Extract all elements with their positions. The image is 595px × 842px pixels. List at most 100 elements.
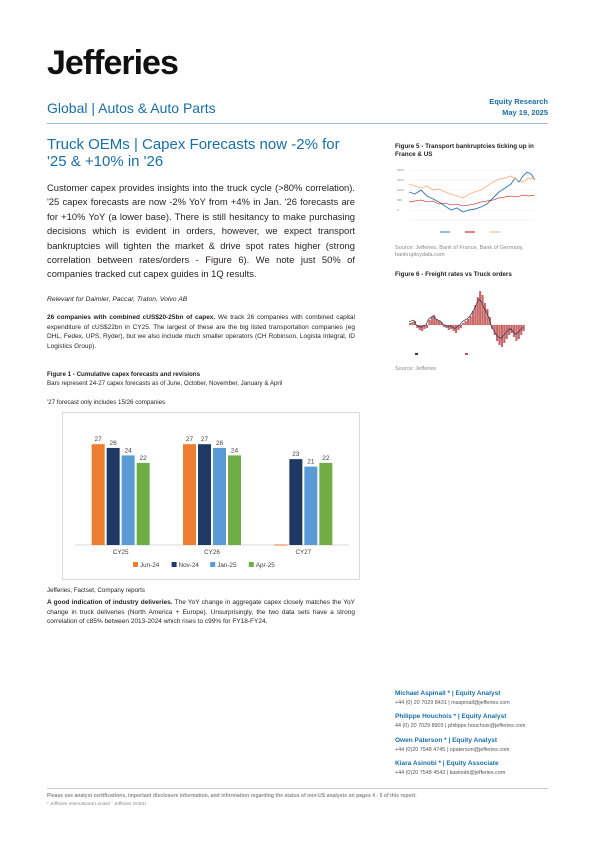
freight-vs-orders-chart xyxy=(408,291,525,355)
bar-data-label: 22 xyxy=(322,455,330,462)
orders-bar xyxy=(423,325,426,329)
bar-data-label: 21 xyxy=(307,459,315,466)
orders-bar xyxy=(498,325,501,345)
orders-bar xyxy=(418,325,421,330)
bar xyxy=(228,455,241,545)
orders-bar xyxy=(476,297,479,325)
analyst-name: Owen Paterson * | Equity Analyst xyxy=(395,737,497,744)
bar-data-label: 23 xyxy=(292,451,300,458)
orders-bar xyxy=(433,315,436,325)
orders-bar xyxy=(464,321,467,325)
svg-text:1000: 1000 xyxy=(397,188,404,192)
orders-bar xyxy=(447,325,450,330)
orders-bar xyxy=(428,320,431,325)
svg-text:0: 0 xyxy=(397,208,399,212)
orders-bar xyxy=(450,325,453,329)
orders-bar xyxy=(409,323,412,325)
orders-bar xyxy=(508,325,511,335)
svg-text:2000: 2000 xyxy=(397,168,404,172)
orders-bar xyxy=(481,295,484,325)
orders-bar xyxy=(496,325,499,341)
orders-bar xyxy=(483,303,487,325)
orders-bar xyxy=(435,319,438,325)
entity-footnote: * Jefferies International Limited ˆ Jeff… xyxy=(47,801,146,806)
analyst-contact[interactable]: 44 (0) 20 7029 8903 | philippe.houchois@… xyxy=(395,723,526,729)
svg-text:500: 500 xyxy=(397,198,402,202)
analyst-name: Kiara Asinobi * | Equity Associate xyxy=(395,760,499,767)
paragraph-capex-body: We track 26 companies with combined capi… xyxy=(47,314,355,350)
orders-bar xyxy=(457,325,460,330)
figure5-source: Source: Jefferies, Bank of France, Bank … xyxy=(395,245,524,258)
orders-bar xyxy=(474,305,477,325)
figure1-chart: 27 26 24 22 CY25 27 27 26 24 CY26 23 21 22 CY27 Jun-24… xyxy=(62,412,360,580)
svg-text:1500: 1500 xyxy=(397,178,404,182)
orders-bar xyxy=(416,325,419,328)
figure1-title: Figure 1 - Cumulative capex forecasts an… xyxy=(47,371,201,378)
report-headline: Truck OEMs | Capex Forecasts now -2% for… xyxy=(47,136,340,170)
orders-bar xyxy=(520,325,523,335)
legend-swatch xyxy=(133,562,138,567)
legend-label: Apr-25 xyxy=(256,562,275,569)
orders-bar xyxy=(421,325,424,331)
orders-bar xyxy=(430,317,433,325)
legend-label: Jan-25 xyxy=(217,562,237,569)
analyst-name: Michael Aspinall * | Equity Analyst xyxy=(395,690,501,697)
bankruptcy-line-chart: 2000 1500 1000 500 0 xyxy=(397,168,536,233)
bar-data-label: 27 xyxy=(186,436,194,443)
figure6-chart xyxy=(395,283,540,358)
bar xyxy=(183,444,196,545)
bar-data-label: 26 xyxy=(216,440,224,447)
bar-data-label: 27 xyxy=(201,436,209,443)
x-tick-label: CY25 xyxy=(113,549,129,556)
bar-data-label: 24 xyxy=(125,447,133,454)
footer-divider xyxy=(47,788,548,789)
orders-bar xyxy=(493,325,496,335)
orders-bar xyxy=(512,325,516,337)
orders-bar xyxy=(467,319,470,325)
legend-swatch xyxy=(415,353,418,355)
orders-bar xyxy=(479,291,482,325)
series-us-line xyxy=(408,171,536,213)
orders-bar xyxy=(440,322,443,325)
figure5-chart: 2000 1500 1000 500 0 xyxy=(395,164,540,239)
bar xyxy=(319,462,333,545)
orders-bar xyxy=(442,325,446,327)
analyst-contact[interactable]: +44 (0) 20 7029 8431 | maspinall@jefferi… xyxy=(395,700,510,706)
analyst-contact[interactable]: +44 (0)20 7548 4745 | opaterson@jefferie… xyxy=(395,747,510,753)
orders-bar xyxy=(510,325,513,333)
orders-bar xyxy=(411,322,414,325)
legend-swatch xyxy=(248,562,254,567)
legend-label: Nov-24 xyxy=(179,562,200,569)
series-france-line xyxy=(408,175,536,199)
bar-data-label: 27 xyxy=(95,436,103,443)
figure1-subtitle: Bars represent 24-27 capex forecasts as … xyxy=(47,380,283,387)
bar xyxy=(121,455,135,545)
bar xyxy=(91,444,105,545)
paragraph-capex: 26 companies with combined cUS$20-25bn o… xyxy=(47,313,355,351)
bar-data-label: 26 xyxy=(110,440,118,447)
bar xyxy=(198,444,211,545)
paragraph-deliveries-body: The YoY change in aggregate capex closel… xyxy=(47,599,355,626)
freight-rate-line xyxy=(408,298,523,339)
bar xyxy=(304,466,318,545)
analyst-name: Philippe Houchois * | Equity Analyst xyxy=(395,713,507,720)
orders-bar xyxy=(438,321,441,325)
summary-paragraph: Customer capex provides insights into th… xyxy=(47,182,355,280)
orders-bar xyxy=(425,325,429,328)
orders-bar xyxy=(515,325,518,341)
bar xyxy=(106,447,120,545)
orders-bar xyxy=(522,325,525,331)
capex-chart-svg: 27 26 24 22 CY25 27 27 26 24 CY26 23 21 22 CY27 Jun-24… xyxy=(75,436,349,569)
paragraph-deliveries: A good indication of industry deliveries… xyxy=(47,598,355,627)
report-date: May 19, 2025 xyxy=(502,108,548,117)
orders-bar xyxy=(445,325,448,328)
analyst-contact[interactable]: +44 (0)20 7548 4542 | kasinobi@jefferies… xyxy=(395,770,506,776)
orders-bar xyxy=(469,316,472,325)
figure1-note: '27 forecast only includes 15/26 compani… xyxy=(47,399,166,406)
paragraph-deliveries-lead: A good indication of industry deliveries… xyxy=(47,599,173,606)
x-tick-label: CY26 xyxy=(204,549,220,556)
relevant-companies: Relevant for Daimler, Paccar, Traton, Vo… xyxy=(47,296,188,303)
orders-bar xyxy=(471,311,475,325)
header-divider xyxy=(47,123,548,124)
jefferies-logo: Jefferies xyxy=(47,44,179,82)
